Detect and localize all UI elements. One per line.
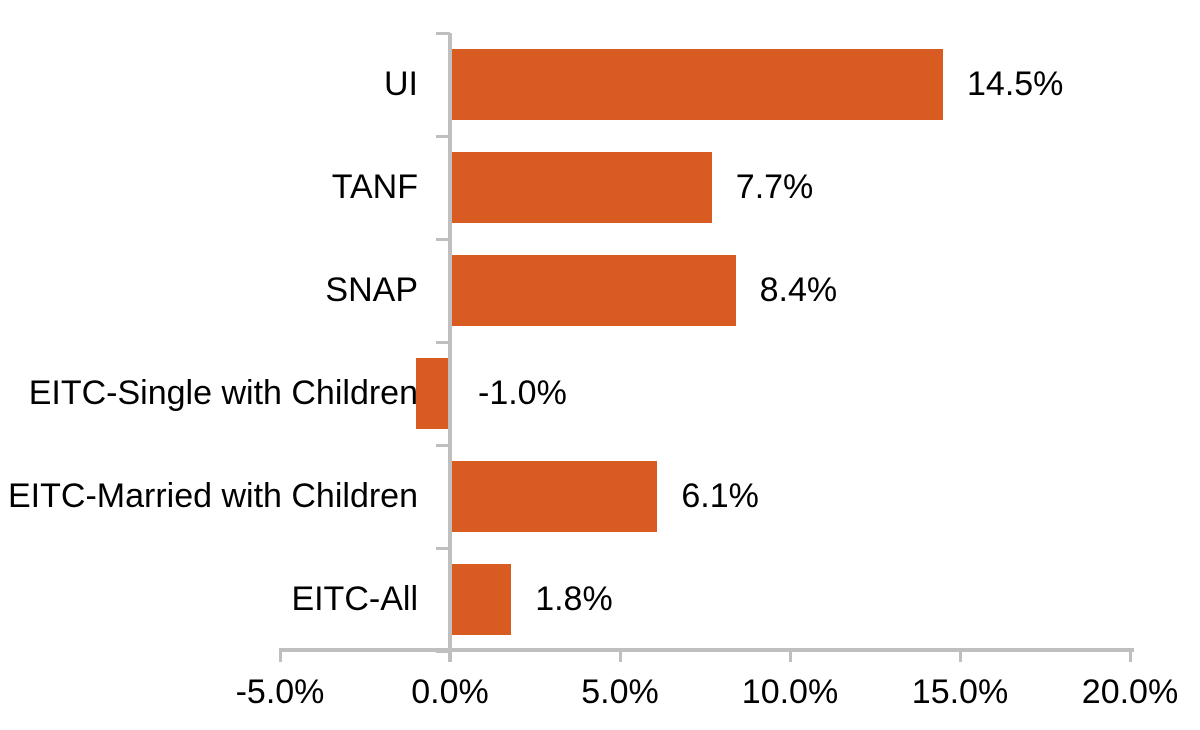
bar — [450, 255, 736, 326]
x-tick-label: 15.0% — [911, 673, 1009, 711]
bar — [450, 564, 512, 635]
bar-row-tanf: TANF 7.7% — [0, 136, 1200, 239]
category-label: EITC-Married with Children — [8, 477, 418, 515]
x-axis-line — [280, 648, 1134, 652]
bar-row-ui: UI 14.5% — [0, 33, 1200, 136]
value-label: -1.0% — [478, 374, 567, 412]
category-label: SNAP — [325, 271, 418, 309]
y-axis-tick — [436, 31, 450, 35]
x-tick-label: 10.0% — [741, 673, 839, 711]
y-axis-line — [448, 33, 452, 662]
x-axis-tick — [278, 648, 282, 662]
x-axis-tick — [1128, 648, 1132, 662]
bar-row-eitc-all: EITC-All 1.8% — [0, 548, 1200, 651]
y-axis-tick — [436, 134, 450, 138]
bar — [450, 49, 943, 120]
category-label: EITC-Single with Children — [28, 374, 418, 412]
value-label: 6.1% — [681, 477, 759, 515]
x-axis-tick — [618, 648, 622, 662]
x-axis-tick — [958, 648, 962, 662]
bar-row-eitc-single: EITC-Single with Children -1.0% — [0, 342, 1200, 445]
category-label: EITC-All — [291, 580, 418, 618]
y-axis-tick — [436, 649, 450, 653]
x-tick-label: -5.0% — [235, 673, 325, 711]
value-label: 8.4% — [759, 271, 838, 309]
bar — [450, 152, 712, 223]
bar — [450, 461, 658, 532]
bar — [416, 358, 450, 429]
category-label: UI — [384, 65, 418, 103]
bar-row-eitc-married: EITC-Married with Children 6.1% — [0, 445, 1200, 548]
x-axis-tick — [448, 648, 452, 662]
y-axis-tick — [436, 443, 450, 447]
bar-row-snap: SNAP 8.4% — [0, 239, 1200, 342]
x-tick-label: 5.0% — [581, 673, 659, 711]
value-label: 14.5% — [967, 65, 1064, 103]
y-axis-tick — [436, 237, 450, 241]
x-axis-tick — [788, 648, 792, 662]
y-axis-tick — [436, 546, 450, 550]
value-label: 7.7% — [735, 168, 814, 206]
x-tick-label: 0.0% — [411, 673, 489, 711]
value-label: 1.8% — [535, 580, 613, 618]
x-tick-label: 20.0% — [1081, 673, 1179, 711]
category-label: TANF — [331, 168, 418, 206]
y-axis-tick — [436, 340, 450, 344]
